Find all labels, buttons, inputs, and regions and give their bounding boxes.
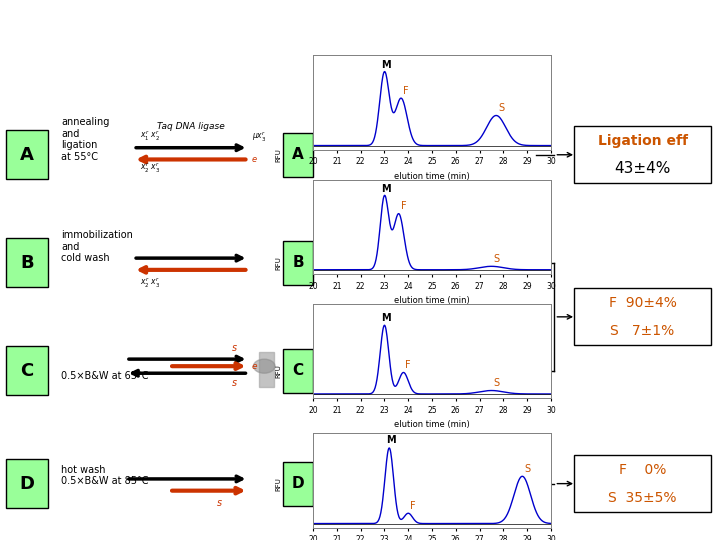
Text: D: D — [19, 475, 35, 492]
FancyBboxPatch shape — [574, 288, 711, 345]
Text: 43±4%: 43±4% — [614, 161, 671, 177]
Text: s: s — [231, 343, 237, 353]
Text: RFU: RFU — [276, 148, 282, 161]
Text: S: S — [494, 254, 500, 264]
Text: F: F — [405, 360, 411, 370]
Text: RFU: RFU — [276, 256, 282, 270]
Text: F: F — [410, 501, 415, 511]
Text: append命令の実行効率とエラー率: append命令の実行効率とエラー率 — [202, 21, 518, 49]
Text: M: M — [381, 60, 390, 70]
Text: A: A — [292, 147, 304, 162]
Text: B: B — [20, 254, 34, 272]
Text: B: B — [292, 255, 304, 271]
Text: hot wash
0.5×B&W at 85°C: hot wash 0.5×B&W at 85°C — [61, 465, 149, 487]
Text: F  90±4%: F 90±4% — [608, 296, 677, 310]
FancyBboxPatch shape — [574, 455, 711, 512]
Text: S: S — [498, 103, 505, 113]
Text: F: F — [400, 201, 406, 211]
FancyBboxPatch shape — [283, 349, 313, 393]
Text: M: M — [386, 435, 395, 445]
FancyBboxPatch shape — [283, 133, 313, 177]
Text: $x_1^r x_2^r x_1^r$: $x_1^r x_2^r x_1^r$ — [459, 84, 492, 100]
FancyBboxPatch shape — [6, 130, 48, 179]
Text: Taq DNA ligase: Taq DNA ligase — [157, 122, 225, 131]
Text: e: e — [252, 155, 257, 164]
Text: C: C — [292, 363, 304, 379]
Text: M: M — [381, 313, 390, 323]
FancyBboxPatch shape — [283, 462, 313, 505]
Text: S   7±1%: S 7±1% — [611, 324, 675, 338]
FancyBboxPatch shape — [6, 459, 48, 508]
Text: immobilization
and
cold wash: immobilization and cold wash — [61, 230, 133, 263]
FancyBboxPatch shape — [6, 347, 48, 395]
Text: $x_2^r\ x_3^r$: $x_2^r\ x_3^r$ — [140, 160, 161, 174]
FancyBboxPatch shape — [574, 126, 711, 183]
Text: C: C — [20, 362, 34, 380]
Text: A: A — [20, 146, 34, 164]
Text: s: s — [217, 498, 222, 508]
Text: $x_2^r\ x_3^r$: $x_2^r\ x_3^r$ — [140, 276, 161, 290]
X-axis label: elution time (min): elution time (min) — [394, 172, 470, 181]
Text: D: D — [292, 476, 305, 491]
Text: 0.5×B&W at 65°C: 0.5×B&W at 65°C — [61, 371, 149, 381]
FancyBboxPatch shape — [283, 241, 313, 285]
Text: Ligation eff: Ligation eff — [598, 134, 688, 147]
Text: M: M — [381, 184, 390, 194]
Text: $x_1^r\ x_2^r$: $x_1^r\ x_2^r$ — [140, 129, 161, 143]
Text: annealing
and
ligation
at 55°C: annealing and ligation at 55°C — [61, 117, 109, 162]
X-axis label: elution time (min): elution time (min) — [394, 421, 470, 429]
Text: RFU: RFU — [276, 364, 282, 378]
FancyBboxPatch shape — [6, 238, 48, 287]
Text: RFU: RFU — [276, 477, 282, 490]
Text: $\mu x_3^r$: $\mu x_3^r$ — [252, 130, 266, 144]
Text: F: F — [403, 86, 409, 96]
Text: S  35±5%: S 35±5% — [608, 491, 677, 505]
Text: $x_1^r\ x_2^r$: $x_1^r\ x_2^r$ — [347, 84, 373, 100]
Circle shape — [253, 359, 275, 373]
Text: e: e — [252, 362, 258, 370]
Text: S: S — [525, 464, 531, 474]
Text: F    0%: F 0% — [619, 463, 666, 476]
Text: s: s — [231, 378, 237, 388]
Text: S: S — [494, 378, 500, 388]
X-axis label: elution time (min): elution time (min) — [394, 296, 470, 305]
Bar — [259, 352, 274, 387]
